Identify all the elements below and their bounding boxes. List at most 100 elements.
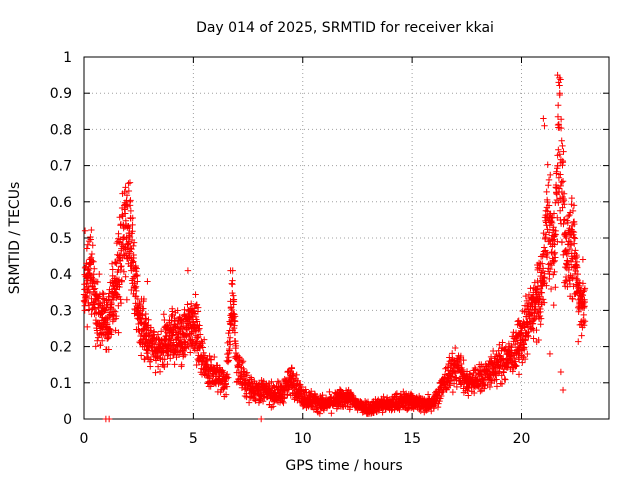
data-point: [550, 271, 557, 278]
data-point: [96, 270, 103, 278]
data-point: [147, 363, 154, 370]
data-point: [578, 332, 585, 339]
data-point: [544, 226, 551, 233]
data-point: [126, 198, 134, 205]
data-point: [574, 264, 581, 271]
data-point: [144, 347, 152, 354]
data-point: [521, 355, 529, 363]
data-point: [169, 308, 176, 315]
data-point: [438, 392, 445, 400]
data-point: [538, 269, 545, 276]
data-point: [290, 370, 297, 377]
data-point: [561, 201, 568, 208]
data-point: [558, 239, 566, 246]
data-point: [152, 357, 160, 364]
data-point: [194, 304, 202, 311]
data-point: [544, 249, 551, 257]
data-point: [569, 274, 577, 281]
data-point: [88, 274, 96, 281]
data-point: [521, 344, 528, 351]
data-point: [90, 300, 98, 308]
data-point: [446, 354, 453, 361]
data-point: [117, 266, 125, 274]
data-point: [580, 304, 588, 312]
data-point: [130, 254, 137, 262]
data-point: [424, 391, 432, 398]
data-point: [534, 264, 542, 271]
data-point: [552, 284, 559, 291]
data-point: [160, 311, 168, 318]
data-point: [131, 279, 138, 287]
data-point: [118, 262, 125, 270]
data-point: [540, 115, 547, 122]
data-point: [556, 185, 563, 192]
data-point: [574, 279, 582, 286]
data-point: [117, 299, 125, 307]
data-point: [88, 226, 95, 234]
data-point: [226, 338, 233, 345]
data-point: [541, 122, 548, 129]
data-point: [544, 198, 551, 206]
data-point: [284, 391, 291, 398]
data-point: [460, 356, 467, 364]
data-point: [564, 219, 572, 227]
y-tick-label: 0.9: [50, 86, 72, 102]
data-point: [88, 250, 96, 258]
data-point: [211, 353, 218, 361]
data-point: [109, 311, 116, 318]
data-point: [457, 381, 464, 388]
data-point: [225, 357, 233, 364]
data-point: [547, 171, 554, 179]
data-point: [537, 305, 544, 313]
data-point: [105, 346, 112, 353]
data-point: [136, 315, 143, 322]
data-point: [118, 278, 125, 285]
y-tick-label: 0.8: [50, 122, 72, 138]
data-point: [255, 381, 262, 389]
data-point: [121, 188, 128, 196]
data-point: [85, 237, 93, 245]
data-point: [556, 90, 563, 97]
data-point: [81, 307, 88, 314]
data-point: [566, 245, 574, 253]
data-point: [128, 245, 135, 253]
data-point: [581, 285, 589, 292]
y-tick-label: 0.5: [50, 231, 72, 247]
data-point: [279, 398, 286, 405]
data-point: [298, 383, 306, 391]
data-point: [436, 397, 443, 405]
data-point: [530, 316, 538, 323]
data-point: [535, 336, 542, 344]
data-point: [555, 146, 562, 154]
x-tick-label: 20: [513, 431, 531, 447]
data-point: [226, 341, 234, 348]
data-point: [208, 356, 215, 363]
data-point: [515, 317, 522, 324]
data-point: [92, 343, 99, 350]
x-tick-labels: 0 5 10 15 20: [80, 431, 531, 447]
data-point: [156, 368, 164, 375]
data-point: [535, 259, 543, 267]
data-point: [522, 292, 530, 300]
data-point: [316, 410, 324, 417]
data-point: [196, 322, 203, 329]
data-point: [140, 305, 147, 312]
data-point: [557, 182, 564, 190]
data-point: [579, 256, 587, 263]
data-point: [145, 316, 152, 323]
data-point: [539, 296, 547, 303]
data-point: [396, 406, 403, 413]
data-point: [498, 380, 506, 388]
data-point: [266, 383, 273, 391]
data-point: [192, 291, 199, 298]
data-point: [154, 363, 162, 370]
data-point: [242, 370, 250, 378]
data-point: [105, 293, 112, 301]
data-point: [136, 301, 144, 308]
data-point: [122, 273, 129, 280]
data-point: [486, 383, 494, 391]
data-point: [556, 150, 563, 158]
data-point: [157, 328, 165, 335]
data-point: [495, 370, 502, 377]
grid-lines: [84, 57, 609, 419]
